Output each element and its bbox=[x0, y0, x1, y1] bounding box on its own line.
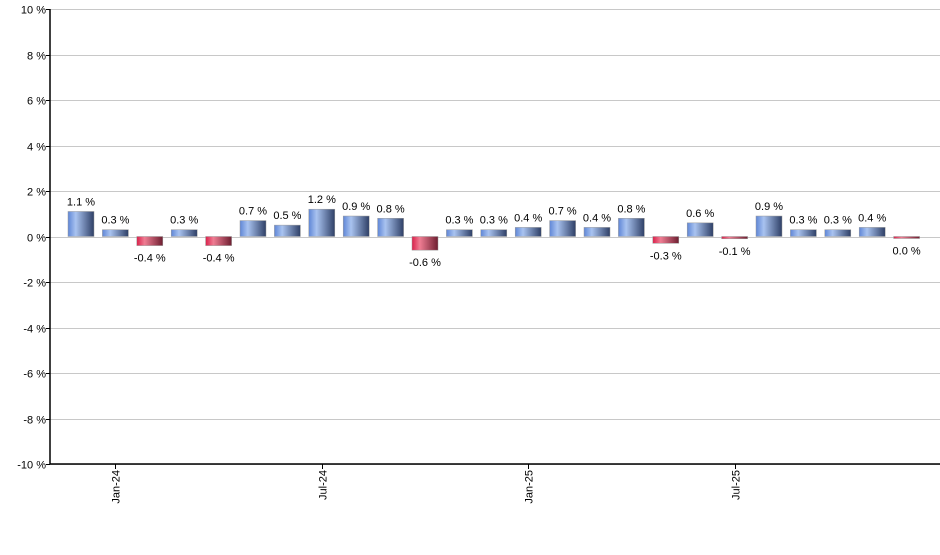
data-label: 0.6 % bbox=[686, 208, 714, 220]
data-label: 0.0 % bbox=[893, 246, 921, 258]
bar bbox=[686, 222, 714, 237]
data-label: 0.8 % bbox=[377, 203, 405, 215]
y-tick-label: -6 % bbox=[23, 369, 46, 381]
data-label: 0.3 % bbox=[445, 215, 473, 227]
bar bbox=[239, 220, 267, 237]
y-axis-ticks: 10 % 8 % 6 % 4 % 2 % 0 % -2 % -4 % -6 % -8 % -10 % bbox=[17, 5, 50, 472]
bars bbox=[67, 208, 920, 251]
data-label: 0.5 % bbox=[273, 210, 301, 222]
bar bbox=[205, 236, 232, 246]
bar bbox=[308, 208, 336, 237]
bar bbox=[858, 227, 886, 237]
y-tick-label: 10 % bbox=[21, 5, 46, 17]
bar bbox=[342, 215, 370, 237]
data-label: 0.4 % bbox=[858, 212, 886, 224]
bar bbox=[755, 215, 783, 237]
bar bbox=[446, 229, 473, 237]
bar bbox=[893, 236, 920, 239]
x-tick-label: Jan-24 bbox=[111, 470, 123, 504]
bar bbox=[377, 218, 404, 237]
y-tick-label: 6 % bbox=[27, 96, 46, 108]
x-tick-label: Jul-25 bbox=[731, 470, 743, 500]
bar bbox=[102, 229, 129, 237]
bar bbox=[514, 227, 542, 237]
bar bbox=[170, 229, 198, 237]
bar bbox=[652, 236, 680, 244]
x-tick-label: Jul-24 bbox=[318, 470, 330, 500]
y-tick-label: -2 % bbox=[23, 278, 46, 290]
y-tick-label: 4 % bbox=[27, 142, 46, 154]
bar bbox=[480, 229, 508, 237]
data-label: 0.8 % bbox=[617, 203, 645, 215]
data-label: 0.3 % bbox=[170, 215, 198, 227]
y-tick-label: -4 % bbox=[23, 324, 46, 336]
data-label: -0.3 % bbox=[650, 250, 682, 262]
data-label: 0.3 % bbox=[789, 215, 817, 227]
bar bbox=[790, 229, 817, 237]
gridlines bbox=[50, 9, 940, 465]
y-tick-label: 8 % bbox=[27, 51, 46, 63]
bar bbox=[583, 227, 611, 237]
data-label: -0.6 % bbox=[409, 257, 441, 269]
bar bbox=[549, 220, 576, 237]
y-tick-label: -8 % bbox=[23, 415, 46, 427]
data-label: -0.4 % bbox=[134, 253, 166, 265]
data-label: 0.9 % bbox=[755, 201, 783, 213]
data-label: 0.7 % bbox=[549, 206, 577, 218]
y-tick-label: 2 % bbox=[27, 187, 46, 199]
bar bbox=[721, 236, 748, 240]
bar bbox=[136, 236, 164, 246]
data-labels: 1.1 % 0.3 % -0.4 % 0.3 % -0.4 % 0.7 % 0.5 % 1.2… bbox=[67, 194, 921, 269]
x-axis-ticks: Jan-24 Jul-24 Jan-25 Jul-25 bbox=[111, 464, 743, 504]
bar bbox=[824, 229, 852, 237]
y-tick-label: -10 % bbox=[17, 460, 46, 472]
bar bbox=[411, 236, 439, 251]
data-label: 0.7 % bbox=[239, 206, 267, 218]
x-tick-label: Jan-25 bbox=[524, 470, 536, 504]
data-label: 1.1 % bbox=[67, 196, 95, 208]
data-label: 0.3 % bbox=[824, 215, 852, 227]
data-label: 0.3 % bbox=[480, 215, 508, 227]
data-label: 1.2 % bbox=[308, 194, 336, 206]
bar bbox=[618, 218, 645, 237]
data-label: 0.4 % bbox=[583, 212, 611, 224]
y-tick-label: 0 % bbox=[27, 233, 46, 245]
data-label: 0.3 % bbox=[101, 215, 129, 227]
bar bbox=[67, 211, 95, 237]
data-label: -0.4 % bbox=[203, 253, 235, 265]
data-label: 0.9 % bbox=[342, 201, 370, 213]
bar bbox=[274, 224, 301, 237]
data-label: -0.1 % bbox=[719, 246, 751, 258]
data-label: 0.4 % bbox=[514, 212, 542, 224]
